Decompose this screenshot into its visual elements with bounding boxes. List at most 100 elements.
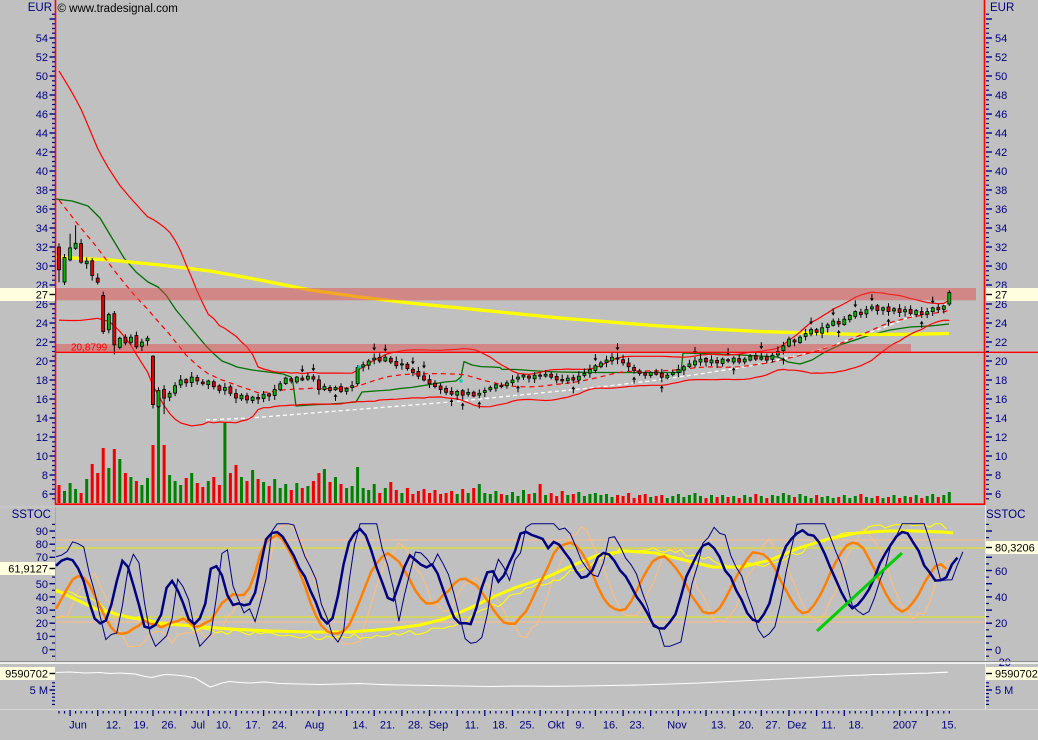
svg-text:Nov: Nov: [667, 720, 687, 732]
svg-text:20: 20: [36, 618, 48, 630]
svg-text:24: 24: [36, 318, 48, 330]
svg-text:14: 14: [995, 413, 1007, 425]
svg-text:Sep: Sep: [429, 720, 449, 732]
svg-text:17.: 17.: [245, 720, 260, 732]
svg-text:6: 6: [42, 489, 48, 501]
svg-text:24.: 24.: [272, 720, 287, 732]
svg-text:9590702: 9590702: [5, 669, 48, 681]
svg-text:16.: 16.: [603, 720, 618, 732]
svg-text:18.: 18.: [492, 720, 507, 732]
svg-text:20: 20: [995, 618, 1007, 630]
svg-text:8: 8: [995, 470, 1001, 482]
svg-text:36: 36: [36, 204, 48, 216]
svg-text:Aug: Aug: [305, 720, 325, 732]
svg-text:20: 20: [36, 356, 48, 368]
svg-text:20,8799: 20,8799: [71, 343, 108, 354]
svg-text:EUR: EUR: [28, 2, 52, 14]
svg-text:26: 26: [995, 299, 1007, 311]
svg-text:40: 40: [36, 592, 48, 604]
svg-text:27: 27: [36, 290, 48, 302]
svg-text:70: 70: [36, 552, 48, 564]
svg-text:52: 52: [995, 52, 1007, 64]
svg-text:EUR: EUR: [990, 2, 1014, 14]
svg-text:50: 50: [36, 579, 48, 591]
svg-text:5 M: 5 M: [995, 685, 1013, 697]
svg-text:28.: 28.: [408, 720, 423, 732]
svg-text:90: 90: [36, 526, 48, 538]
svg-text:26: 26: [36, 299, 48, 311]
svg-text:0: 0: [42, 645, 48, 657]
svg-text:20: 20: [995, 356, 1007, 368]
svg-text:18: 18: [995, 375, 1007, 387]
svg-text:48: 48: [36, 90, 48, 102]
svg-text:10: 10: [995, 451, 1007, 463]
svg-text:10: 10: [36, 451, 48, 463]
svg-text:10: 10: [36, 631, 48, 643]
svg-text:5 M: 5 M: [30, 685, 48, 697]
svg-text:23.: 23.: [629, 720, 644, 732]
svg-text:11.: 11.: [821, 720, 835, 732]
svg-text:24: 24: [995, 318, 1007, 330]
svg-text:80,3206: 80,3206: [995, 543, 1035, 555]
svg-text:SSTOC: SSTOC: [986, 509, 1025, 521]
svg-text:34: 34: [36, 223, 48, 235]
svg-text:16: 16: [995, 394, 1007, 406]
svg-text:Jun: Jun: [69, 720, 87, 732]
svg-text:32: 32: [995, 242, 1007, 254]
svg-text:42: 42: [36, 147, 48, 159]
svg-text:44: 44: [995, 128, 1007, 140]
svg-text:8: 8: [42, 470, 48, 482]
svg-text:30: 30: [36, 261, 48, 273]
svg-text:38: 38: [36, 185, 48, 197]
svg-text:40: 40: [36, 166, 48, 178]
svg-text:80: 80: [36, 539, 48, 551]
svg-text:27.: 27.: [765, 720, 780, 732]
svg-text:9.: 9.: [575, 720, 584, 732]
svg-text:13.: 13.: [711, 720, 726, 732]
svg-text:30: 30: [995, 261, 1007, 273]
svg-text:6: 6: [995, 489, 1001, 501]
svg-text:0: 0: [995, 645, 1001, 657]
svg-text:22: 22: [995, 337, 1007, 349]
svg-text:42: 42: [995, 147, 1007, 159]
svg-text:60: 60: [995, 566, 1007, 578]
svg-text:SSTOC: SSTOC: [12, 509, 51, 521]
svg-text:27: 27: [995, 290, 1007, 302]
svg-text:Dez: Dez: [787, 720, 807, 732]
svg-text:Okt: Okt: [547, 720, 564, 732]
svg-text:26.: 26.: [161, 720, 176, 732]
svg-text:40: 40: [995, 166, 1007, 178]
svg-text:50: 50: [995, 71, 1007, 83]
svg-text:11.: 11.: [465, 720, 479, 732]
svg-text:44: 44: [36, 128, 48, 140]
svg-text:19.: 19.: [133, 720, 148, 732]
svg-text:54: 54: [995, 33, 1007, 45]
svg-text:46: 46: [36, 109, 48, 121]
svg-text:50: 50: [36, 71, 48, 83]
svg-text:2007: 2007: [893, 720, 917, 732]
svg-text:18: 18: [36, 375, 48, 387]
svg-text:36: 36: [995, 204, 1007, 216]
svg-text:12: 12: [36, 432, 48, 444]
svg-text:30: 30: [36, 605, 48, 617]
svg-text:46: 46: [995, 109, 1007, 121]
svg-text:54: 54: [36, 33, 48, 45]
svg-text:Jul: Jul: [191, 720, 205, 732]
svg-text:14: 14: [36, 413, 48, 425]
svg-text:61,9127: 61,9127: [8, 564, 48, 576]
svg-text:32: 32: [36, 242, 48, 254]
svg-text:12.: 12.: [106, 720, 121, 732]
svg-text:© www.tradesignal.com: © www.tradesignal.com: [58, 3, 178, 15]
svg-text:20.: 20.: [739, 720, 754, 732]
svg-text:25.: 25.: [519, 720, 534, 732]
svg-text:48: 48: [995, 90, 1007, 102]
svg-text:18.: 18.: [848, 720, 863, 732]
svg-text:21.: 21.: [380, 720, 395, 732]
svg-text:9590702: 9590702: [995, 669, 1038, 681]
svg-text:12: 12: [995, 432, 1007, 444]
svg-text:40: 40: [995, 592, 1007, 604]
svg-text:14.: 14.: [352, 720, 367, 732]
svg-text:52: 52: [36, 52, 48, 64]
svg-text:34: 34: [995, 223, 1007, 235]
svg-text:38: 38: [995, 185, 1007, 197]
